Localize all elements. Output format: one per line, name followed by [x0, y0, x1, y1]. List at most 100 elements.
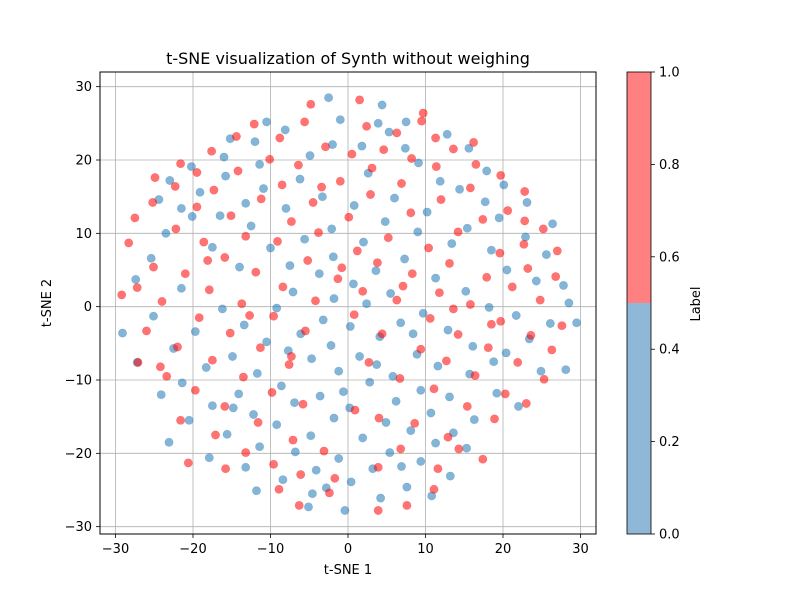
scatter-point-label-1 [209, 185, 219, 195]
scatter-point-label-0 [241, 462, 251, 472]
scatter-point-label-1 [358, 286, 368, 296]
colorbar-frame [626, 71, 652, 535]
scatter-point-label-1 [237, 299, 247, 309]
scatter-point-label-1 [207, 355, 217, 365]
scatter-point-label-1 [176, 415, 186, 425]
scatter-point-label-1 [372, 258, 382, 268]
scatter-point-label-0 [396, 318, 406, 328]
scatter-point-label-0 [348, 279, 358, 289]
scatter-point-label-1 [225, 328, 235, 338]
scatter-point-label-0 [345, 321, 355, 331]
scatter-point-label-1 [180, 269, 190, 279]
scatter-point-label-1 [503, 206, 513, 216]
scatter-point-label-0 [381, 417, 391, 427]
scatter-point-label-1 [365, 190, 375, 200]
scatter-point-label-0 [371, 266, 381, 276]
scatter-point-label-1 [190, 385, 200, 395]
scatter-point-label-1 [298, 399, 308, 409]
scatter-point-label-0 [186, 162, 196, 172]
scatter-point-label-0 [494, 213, 504, 223]
scatter-point-label-1 [265, 154, 275, 164]
y-tick-label: 0 [84, 300, 92, 315]
scatter-point-label-1 [402, 500, 412, 510]
scatter-point-label-1 [171, 224, 181, 234]
scatter-point-label-1 [238, 372, 248, 382]
scatter-point-label-1 [308, 198, 318, 208]
scatter-point-label-1 [429, 484, 439, 494]
scatter-point-label-0 [558, 280, 568, 290]
scatter-point-label-1 [344, 212, 354, 222]
scatter-point-label-0 [422, 207, 432, 217]
scatter-point-label-1 [272, 236, 282, 246]
scatter-point-label-1 [416, 344, 426, 354]
scatter-point-label-0 [455, 184, 465, 194]
scatter-point-label-0 [391, 396, 401, 406]
scatter-point-label-0 [444, 392, 454, 402]
scatter-point-label-0 [482, 166, 492, 176]
scatter-point-label-1 [296, 470, 306, 480]
scatter-point-label-1 [448, 144, 458, 154]
scatter-point-label-1 [335, 176, 345, 186]
colorbar-band [627, 303, 651, 534]
x-tick-label: 30 [572, 542, 589, 557]
scatter-point-label-1 [454, 444, 464, 454]
scatter-point-label-0 [215, 211, 225, 221]
scatter-point-label-1 [300, 326, 310, 336]
scatter-point-label-0 [317, 192, 327, 202]
scatter-point-label-1 [149, 262, 159, 272]
scatter-point-label-0 [442, 129, 452, 139]
x-axis-title: t-SNE 1 [324, 563, 372, 578]
scatter-point-label-0 [252, 486, 262, 496]
scatter-point-label-0 [362, 299, 372, 309]
scatter-point-label-1 [521, 398, 531, 408]
scatter-point-label-1 [520, 216, 530, 226]
colorbar-tick-label: 0.6 [659, 250, 680, 265]
scatter-point-label-1 [294, 500, 304, 510]
scatter-point-label-1 [130, 213, 140, 223]
scatter-point-label-1 [330, 473, 340, 483]
scatter-point-label-0 [355, 351, 365, 361]
scatter-point-label-0 [545, 318, 555, 328]
scatter-point-label-0 [315, 391, 325, 401]
scatter-point-label-1 [306, 99, 316, 109]
scatter-point-label-1 [278, 282, 288, 292]
scatter-point-label-1 [255, 343, 265, 353]
scatter-point-label-1 [337, 263, 347, 273]
scatter-point-label-1 [117, 290, 127, 300]
scatter-point-label-0 [492, 388, 502, 398]
scatter-point-label-1 [431, 162, 441, 172]
scatter-point-label-1 [241, 448, 251, 458]
x-tick-label: −10 [257, 542, 284, 557]
scatter-point-label-1 [434, 288, 444, 298]
scatter-point-label-0 [408, 329, 418, 339]
colorbar-label: Label [689, 286, 704, 321]
scatter-point-label-1 [284, 360, 294, 370]
scatter-point-label-1 [233, 166, 243, 176]
scatter-point-label-1 [424, 243, 434, 253]
scatter-point-label-0 [327, 224, 337, 234]
scatter-point-label-1 [374, 413, 384, 423]
scatter-point-label-0 [307, 354, 317, 364]
scatter-point-label-1 [513, 357, 523, 367]
scatter-point-label-1 [300, 117, 310, 127]
scatter-point-label-0 [357, 141, 367, 151]
scatter-point-label-1 [373, 505, 383, 515]
scatter-point-label-1 [364, 357, 374, 367]
scatter-point-label-0 [334, 453, 344, 463]
scatter-point-label-1 [465, 183, 475, 193]
scatter-point-label-1 [355, 95, 365, 105]
scatter-point-label-0 [464, 143, 474, 153]
scatter-point-label-1 [350, 405, 360, 415]
scatter-point-label-1 [486, 319, 496, 329]
y-tick-label: 10 [75, 227, 92, 242]
scatter-point-label-0 [502, 265, 512, 275]
scatter-point-label-0 [531, 276, 541, 286]
scatter-point-label-0 [326, 340, 336, 350]
scatter-point-label-1 [249, 119, 259, 129]
colorbar-tick-label: 0.4 [659, 343, 680, 358]
x-tick-label: 20 [495, 542, 512, 557]
scatter-point-label-0 [334, 366, 344, 376]
scatter-point-label-0 [149, 311, 159, 321]
scatter-point-label-1 [286, 217, 296, 227]
scatter-point-label-1 [207, 146, 217, 156]
